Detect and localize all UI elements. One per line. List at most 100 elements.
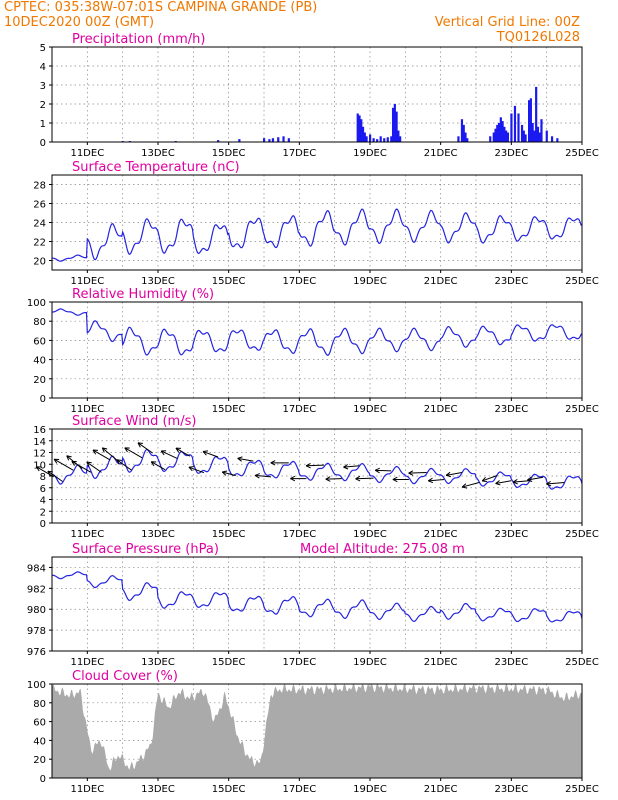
x-tick-label: 17DEC xyxy=(282,404,316,415)
wind-arrow xyxy=(495,480,512,486)
x-tick-label: 15DEC xyxy=(212,657,246,668)
precip-bar xyxy=(520,124,524,142)
panel-1: Surface Temperature (nC) 20 22 24 26 28 11DEC 1… xyxy=(33,160,599,287)
x-tick-label: 15DEC xyxy=(212,148,246,159)
wind-arrow-shaft xyxy=(137,442,153,454)
x-tick-label: 15DEC xyxy=(212,404,246,415)
precip-bar xyxy=(238,139,241,142)
precip-bar xyxy=(361,126,365,142)
precip-bar xyxy=(531,123,534,142)
wind-arrow xyxy=(237,456,254,462)
precip-bar xyxy=(529,98,532,142)
series-line xyxy=(52,571,583,623)
wind-arrow-shaft xyxy=(325,478,342,480)
x-tick-label: 13DEC xyxy=(141,148,175,159)
wind-arrow xyxy=(408,470,427,476)
x-tick-label: 11DEC xyxy=(70,529,104,540)
y-tick-label: 4 xyxy=(40,496,46,507)
y-tick-label: 40 xyxy=(33,356,46,367)
y-tick-label: 0 xyxy=(40,138,46,149)
precip-bar xyxy=(363,132,366,142)
wind-arrow-shaft xyxy=(66,455,83,469)
wind-arrow-head xyxy=(150,461,157,467)
x-tick-label: 17DEC xyxy=(282,784,316,795)
header-model: TQ0126L028 xyxy=(496,30,580,45)
wind-arrow-head xyxy=(445,471,452,478)
precip-bar xyxy=(517,113,520,142)
x-tick-label: 23DEC xyxy=(494,657,528,668)
header-grid-info: Vertical Grid Line: 00Z xyxy=(435,15,580,30)
wind-arrow xyxy=(137,442,153,454)
wind-arrow-head xyxy=(343,464,349,470)
precip-bar xyxy=(556,138,559,142)
precip-bar xyxy=(522,130,525,142)
y-tick-label: 6 xyxy=(40,484,46,495)
x-tick-label: 21DEC xyxy=(424,784,458,795)
y-tick-label: 100 xyxy=(27,298,46,309)
panel-frame xyxy=(51,428,583,524)
header-location: CPTEC: 035:38W-07:01S CAMPINA GRANDE (PB… xyxy=(4,0,317,15)
x-tick-label: 25DEC xyxy=(565,148,599,159)
wind-arrow-shaft xyxy=(546,481,565,485)
precip-bar xyxy=(494,128,497,142)
wind-arrow-head xyxy=(355,475,361,482)
precip-bar xyxy=(545,130,548,142)
y-tick-label: 20 xyxy=(33,755,46,766)
x-tick-label: 15DEC xyxy=(212,529,246,540)
x-tick-label: 13DEC xyxy=(141,404,175,415)
y-tick-label: 60 xyxy=(33,336,46,347)
wind-arrow-head xyxy=(202,450,209,456)
precip-bar xyxy=(533,130,536,142)
precip-bar xyxy=(550,136,554,142)
x-tick-label: 19DEC xyxy=(353,404,387,415)
wind-arrow-head xyxy=(101,447,108,453)
wind-arrow-head xyxy=(512,479,518,485)
wind-arrow-head xyxy=(305,462,311,469)
wind-arrow-head xyxy=(86,461,92,467)
precip-bar xyxy=(538,132,541,142)
precip-bar xyxy=(497,123,501,142)
wind-arrow xyxy=(445,471,462,478)
wind-arrow-head xyxy=(188,466,194,472)
precip-bar xyxy=(540,119,543,142)
wind-arrow-shaft xyxy=(375,469,392,472)
x-tick-label: 21DEC xyxy=(424,148,458,159)
panel-frame xyxy=(51,46,583,143)
wind-arrow-shaft xyxy=(237,457,254,462)
precip-bar xyxy=(466,138,469,142)
y-tick-label: 976 xyxy=(27,647,46,658)
wind-arrow-shaft xyxy=(101,447,120,463)
x-tick-label: 23DEC xyxy=(494,276,528,287)
y-tick-label: 984 xyxy=(27,563,46,574)
wind-arrow-shaft xyxy=(47,470,63,482)
y-tick-label: 3 xyxy=(40,81,46,92)
precip-bar xyxy=(501,121,504,142)
wind-arrow xyxy=(86,461,102,473)
precip-bar xyxy=(489,136,492,142)
wind-arrow-head xyxy=(546,480,552,487)
wind-arrow-shaft xyxy=(306,464,325,467)
x-tick-label: 19DEC xyxy=(353,276,387,287)
y-tick-label: 80 xyxy=(33,317,46,328)
panel-title: Surface Temperature (nC) xyxy=(72,160,240,175)
y-tick-label: 14 xyxy=(33,437,46,448)
precip-bar xyxy=(464,132,467,142)
wind-arrow-head xyxy=(160,450,167,456)
x-tick-label: 21DEC xyxy=(424,404,458,415)
header-date: 10DEC2020 00Z (GMT) xyxy=(4,15,154,30)
wind-arrow-head xyxy=(66,455,72,461)
wind-arrow-shaft xyxy=(188,466,205,474)
wind-arrow-head xyxy=(290,475,296,482)
precip-bar xyxy=(536,126,540,142)
wind-arrow xyxy=(512,479,530,485)
wind-arrow xyxy=(305,462,325,469)
x-tick-label: 23DEC xyxy=(494,148,528,159)
x-tick-label: 25DEC xyxy=(565,404,599,415)
wind-arrow-shaft xyxy=(116,459,132,471)
y-tick-label: 22 xyxy=(33,238,46,249)
wind-arrow xyxy=(188,466,205,474)
y-tick-label: 4 xyxy=(40,62,46,73)
wind-arrow-head xyxy=(71,460,77,466)
x-tick-label: 13DEC xyxy=(141,657,175,668)
